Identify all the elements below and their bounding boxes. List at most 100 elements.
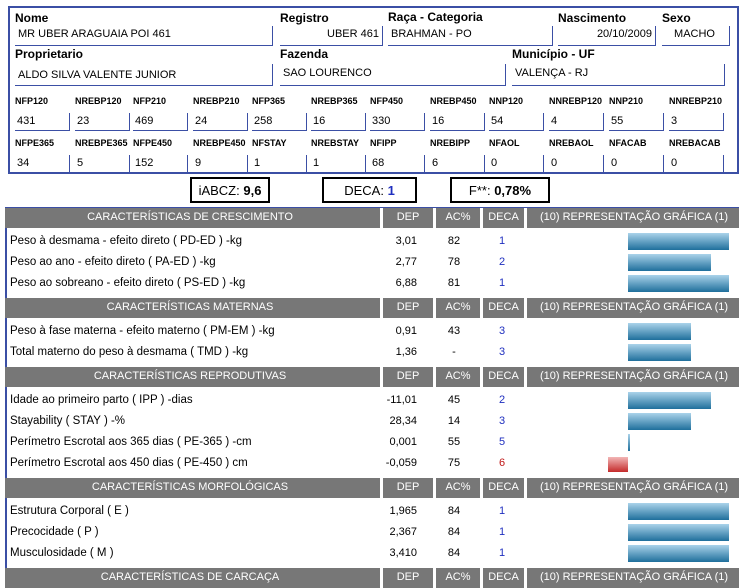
ac-value: 84 bbox=[447, 526, 461, 538]
nome-label: Nome bbox=[15, 11, 49, 25]
sexo-field: MACHO bbox=[662, 26, 730, 46]
grafico-header: (10) REPRESENTAÇÃO GRÁFICA (1) bbox=[539, 370, 729, 382]
deca-value: 1 bbox=[498, 277, 506, 289]
count-value: 5 bbox=[75, 155, 130, 173]
count-value: 330 bbox=[370, 113, 425, 131]
count-label: NREBIPP bbox=[430, 138, 471, 148]
deca-value: 5 bbox=[498, 436, 506, 448]
dep-value: 1,965 bbox=[389, 505, 417, 517]
dep-header: DEP bbox=[396, 481, 420, 493]
ac-value: 84 bbox=[447, 547, 461, 559]
ac-value: 82 bbox=[447, 235, 461, 247]
ac-value: 43 bbox=[447, 325, 461, 337]
trait-label: Peso à desmama - efeito direto ( PD-ED )… bbox=[10, 235, 242, 247]
trait-label: Total materno do peso à desmama ( TMD ) … bbox=[10, 346, 249, 358]
f-index: F**: 0,78% bbox=[450, 177, 550, 203]
count-value: 23 bbox=[75, 113, 130, 131]
trait-label: Idade ao primeiro parto ( IPP ) -dias bbox=[10, 394, 193, 406]
dep-value: 28,34 bbox=[389, 415, 417, 427]
rating-bar bbox=[628, 413, 691, 430]
count-label: NREBP450 bbox=[430, 96, 477, 106]
municipio-field: VALENÇA - RJ bbox=[512, 64, 725, 86]
ac-value: - bbox=[452, 346, 456, 358]
dep-value: 1,36 bbox=[395, 346, 417, 358]
rating-bar bbox=[628, 503, 729, 520]
rating-bar bbox=[628, 545, 729, 562]
raca-field: BRAHMAN - PO bbox=[388, 26, 553, 46]
dep-value: 0,001 bbox=[389, 436, 417, 448]
count-label: NREBACAB bbox=[669, 138, 721, 148]
rating-bar bbox=[628, 344, 691, 361]
rating-bar bbox=[628, 524, 729, 541]
section-title: CARACTERÍSTICAS DE CRESCIMENTO bbox=[87, 211, 293, 223]
count-value: 3 bbox=[669, 113, 724, 131]
deca-index: DECA: 1 bbox=[322, 177, 417, 203]
deca-header: DECA bbox=[488, 481, 519, 493]
trait-label: Peso ao sobreano - efeito direto ( PS-ED… bbox=[10, 277, 246, 289]
dep-value: 2,367 bbox=[389, 526, 417, 538]
f-value: 0,78% bbox=[494, 182, 532, 198]
count-value: 68 bbox=[370, 155, 425, 173]
deca-value: 1 bbox=[387, 182, 395, 198]
grafico-header: (10) REPRESENTAÇÃO GRÁFICA (1) bbox=[539, 481, 729, 493]
ac-value: 45 bbox=[447, 394, 461, 406]
dep-value: -0,059 bbox=[385, 457, 417, 469]
count-label: NREBP365 bbox=[311, 96, 358, 106]
grafico-header: (10) REPRESENTAÇÃO GRÁFICA (1) bbox=[539, 571, 729, 583]
section-header: CARACTERÍSTICAS MORFOLÓGICAS DEP AC% DECA (1… bbox=[5, 478, 739, 498]
section-header: CARACTERÍSTICAS DE CRESCIMENTO DEP AC% DECA… bbox=[5, 208, 739, 228]
dep-value: 3,410 bbox=[389, 547, 417, 559]
fazenda-field: SAO LOURENCO bbox=[280, 64, 506, 86]
count-value: 0 bbox=[489, 155, 544, 173]
count-value: 16 bbox=[311, 113, 366, 131]
fazenda-label: Fazenda bbox=[280, 47, 329, 61]
count-value: 1 bbox=[311, 155, 366, 173]
ac-header: AC% bbox=[445, 301, 471, 313]
deca-value: 1 bbox=[498, 235, 506, 247]
rating-bar bbox=[628, 392, 711, 409]
rating-bar bbox=[628, 233, 729, 250]
trait-label: Peso à fase materna - efeito materno ( P… bbox=[10, 325, 275, 337]
trait-label: Perímetro Escrotal aos 365 dias ( PE-365… bbox=[10, 436, 252, 448]
trait-label: Stayability ( STAY ) -% bbox=[10, 415, 126, 427]
rating-bar bbox=[628, 275, 729, 292]
count-value: 1 bbox=[252, 155, 307, 173]
registro-label: Registro bbox=[280, 11, 329, 25]
proprietario-field: ALDO SILVA VALENTE JUNIOR bbox=[15, 64, 273, 86]
count-value: 0 bbox=[549, 155, 604, 173]
dep-header: DEP bbox=[396, 571, 420, 583]
iabcz-index: iABCZ: 9,6 bbox=[190, 177, 270, 203]
trait-label: Peso ao ano - efeito direto ( PA-ED ) -k… bbox=[10, 256, 216, 268]
count-label: NREBP210 bbox=[193, 96, 240, 106]
deca-value: 1 bbox=[498, 505, 506, 517]
raca-label: Raça - Categoria bbox=[388, 10, 483, 24]
count-value: 152 bbox=[133, 155, 188, 173]
municipio-label: Município - UF bbox=[512, 47, 595, 61]
deca-value: 2 bbox=[498, 256, 506, 268]
count-label: NFP120 bbox=[15, 96, 49, 106]
section-header: CARACTERÍSTICAS REPRODUTIVAS DEP AC% DECA (1… bbox=[5, 367, 739, 387]
rating-bar bbox=[628, 434, 630, 451]
trait-label: Perímetro Escrotal aos 450 dias ( PE-450… bbox=[10, 457, 248, 469]
count-value: 34 bbox=[15, 155, 70, 173]
deca-header: DECA bbox=[488, 571, 519, 583]
count-label: NNREBP120 bbox=[549, 96, 603, 106]
dep-header: DEP bbox=[396, 301, 420, 313]
section-title: CARACTERÍSTICAS MATERNAS bbox=[106, 301, 274, 313]
ac-header: AC% bbox=[445, 370, 471, 382]
animal-info-box bbox=[8, 6, 739, 174]
count-label: NFPE365 bbox=[15, 138, 55, 148]
deca-value: 3 bbox=[498, 346, 506, 358]
sexo-label: Sexo bbox=[662, 11, 691, 25]
ac-value: 81 bbox=[447, 277, 461, 289]
section-title: CARACTERÍSTICAS DE CARCAÇA bbox=[100, 571, 280, 583]
section-header: CARACTERÍSTICAS MATERNAS DEP AC% DECA (10) R… bbox=[5, 298, 739, 318]
ac-header: AC% bbox=[445, 481, 471, 493]
count-label: NFP210 bbox=[133, 96, 167, 106]
count-value: 55 bbox=[609, 113, 664, 131]
trait-label: Musculosidade ( M ) bbox=[10, 547, 114, 559]
nome-field: MR UBER ARAGUAIA POI 461 bbox=[15, 26, 273, 46]
ac-value: 75 bbox=[447, 457, 461, 469]
grafico-header: (10) REPRESENTAÇÃO GRÁFICA (1) bbox=[539, 301, 729, 313]
count-label: NFPE450 bbox=[133, 138, 173, 148]
